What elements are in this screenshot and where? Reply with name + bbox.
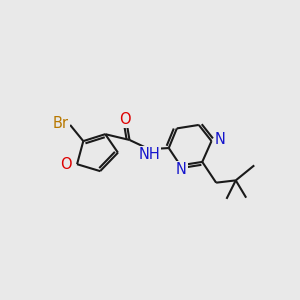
Text: Br: Br [53,116,69,131]
Text: O: O [60,157,71,172]
Text: NH: NH [138,148,160,163]
Text: O: O [119,112,131,127]
Text: N: N [215,132,226,147]
Text: N: N [176,163,187,178]
